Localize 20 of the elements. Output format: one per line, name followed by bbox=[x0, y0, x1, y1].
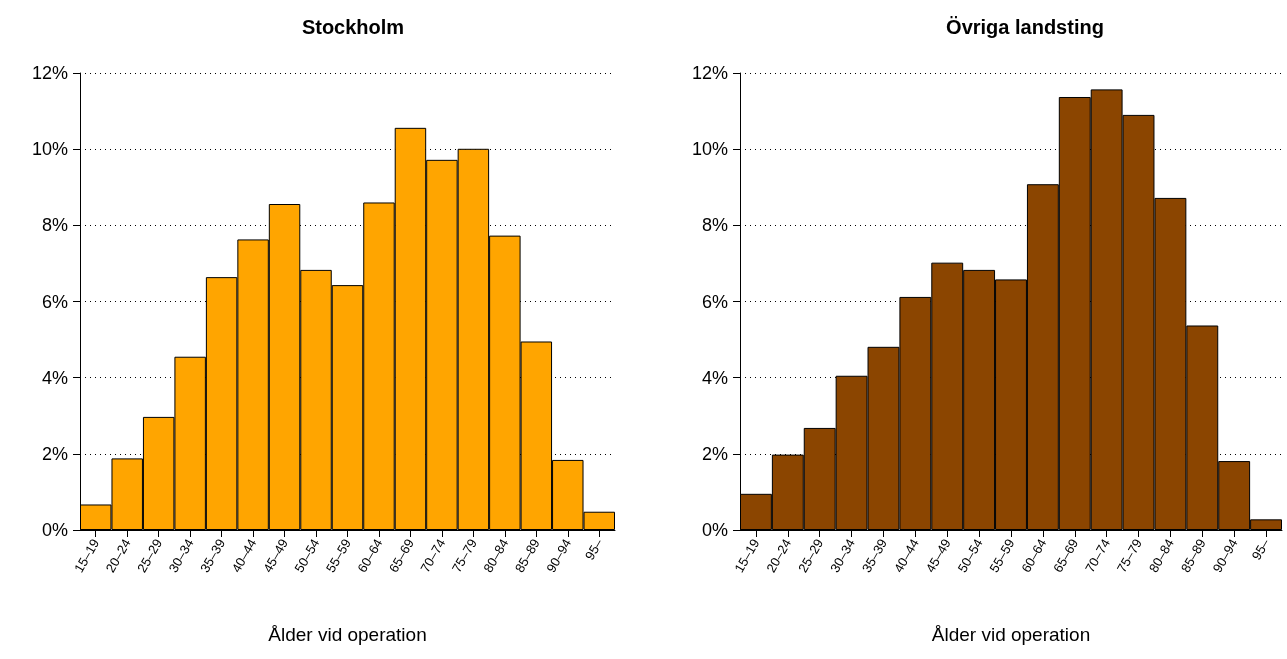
y-tick-label: 6% bbox=[701, 291, 728, 312]
y-tick-label: 8% bbox=[41, 215, 68, 236]
y-tick-label: 10% bbox=[691, 139, 728, 160]
y-tick-label: 2% bbox=[41, 443, 68, 464]
y-tick-label: 4% bbox=[701, 367, 728, 388]
y-tick-label: 12% bbox=[31, 63, 68, 83]
x-tick-label: 95– bbox=[581, 535, 607, 563]
y-tick-label: 4% bbox=[41, 367, 68, 388]
x-tick-label: 95– bbox=[1248, 535, 1273, 563]
chart-title: Övriga landsting bbox=[946, 16, 1104, 38]
y-tick-label: 10% bbox=[31, 139, 68, 160]
y-tick-label: 6% bbox=[41, 291, 68, 312]
y-tick-label: 0% bbox=[41, 520, 68, 540]
chart-title: Stockholm bbox=[301, 16, 405, 38]
y-tick-label: 2% bbox=[701, 443, 728, 464]
x-axis-title: Ålder vid operation bbox=[268, 624, 427, 645]
y-tick-label: 0% bbox=[701, 520, 728, 540]
x-axis-title: Ålder vid operation bbox=[931, 624, 1091, 645]
y-tick-label: 8% bbox=[701, 215, 728, 236]
y-tick-label: 12% bbox=[691, 63, 728, 83]
